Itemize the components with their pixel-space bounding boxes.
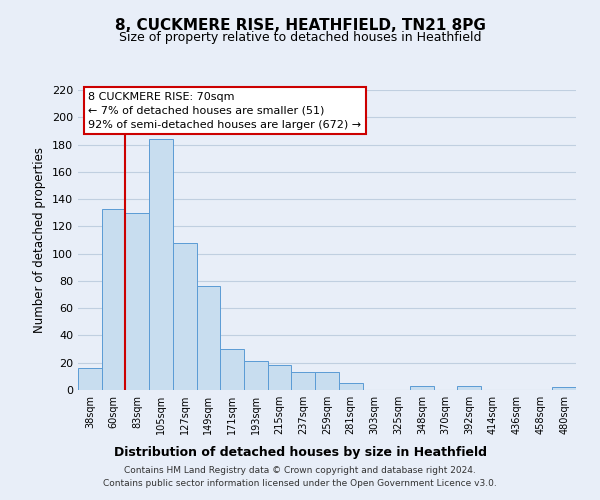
Text: 8 CUCKMERE RISE: 70sqm
← 7% of detached houses are smaller (51)
92% of semi-deta: 8 CUCKMERE RISE: 70sqm ← 7% of detached … xyxy=(88,92,361,130)
Bar xyxy=(102,208,125,390)
Text: Contains HM Land Registry data © Crown copyright and database right 2024.
Contai: Contains HM Land Registry data © Crown c… xyxy=(103,466,497,487)
Bar xyxy=(315,372,339,390)
Bar xyxy=(292,372,315,390)
Bar xyxy=(173,242,197,390)
Bar xyxy=(78,368,102,390)
Text: Size of property relative to detached houses in Heathfield: Size of property relative to detached ho… xyxy=(119,31,481,44)
Bar xyxy=(268,366,292,390)
Bar xyxy=(339,383,362,390)
Bar xyxy=(197,286,220,390)
Bar xyxy=(552,388,576,390)
Y-axis label: Number of detached properties: Number of detached properties xyxy=(34,147,46,333)
Bar xyxy=(149,139,173,390)
Bar xyxy=(244,362,268,390)
Text: 8, CUCKMERE RISE, HEATHFIELD, TN21 8PG: 8, CUCKMERE RISE, HEATHFIELD, TN21 8PG xyxy=(115,18,485,32)
Bar xyxy=(125,212,149,390)
Bar xyxy=(410,386,434,390)
Text: Distribution of detached houses by size in Heathfield: Distribution of detached houses by size … xyxy=(113,446,487,459)
Bar xyxy=(220,349,244,390)
Bar xyxy=(457,386,481,390)
